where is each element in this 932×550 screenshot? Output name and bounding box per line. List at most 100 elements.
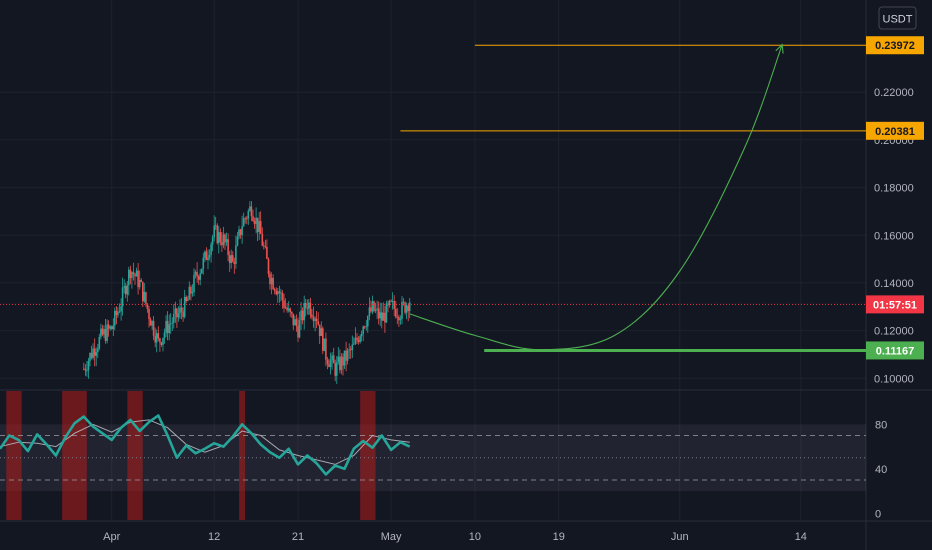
candle-body	[138, 279, 141, 288]
candle-body	[205, 251, 208, 260]
candle-body	[92, 348, 94, 358]
candle-body	[95, 352, 97, 356]
candle-body	[362, 326, 364, 334]
candle-body	[177, 313, 180, 318]
candle-body	[199, 273, 201, 280]
time-tick-label: 12	[208, 531, 220, 543]
candle-body	[320, 328, 323, 336]
candle-body	[165, 320, 167, 333]
candle-body	[308, 302, 310, 309]
candle-body	[270, 277, 273, 285]
candle-body	[385, 303, 388, 323]
projection-curve	[409, 44, 783, 351]
candle-body	[287, 308, 290, 311]
currency-label: USDT	[883, 14, 913, 26]
candle-body	[255, 217, 257, 224]
countdown-tag-bg	[866, 295, 924, 314]
candle-body	[103, 329, 105, 335]
candle-body	[126, 285, 129, 295]
candle-body	[402, 301, 405, 303]
rsi-overbought-highlight	[239, 391, 246, 520]
candle-body	[250, 206, 253, 217]
candle-body	[129, 269, 132, 279]
candle-body	[109, 326, 111, 329]
candle-body	[110, 326, 113, 330]
target-price-tag-bg	[866, 121, 924, 140]
candle-body	[325, 338, 327, 360]
candle-body	[143, 292, 146, 302]
candle-body	[107, 324, 110, 329]
candle-body	[370, 307, 372, 312]
candle-body	[311, 314, 313, 317]
candle-body	[289, 308, 291, 312]
rsi-signal-line	[0, 419, 410, 465]
candle-body	[218, 232, 220, 244]
candle-body	[298, 320, 301, 338]
candle-body	[137, 270, 139, 288]
candle-body	[93, 348, 96, 356]
candle-body	[343, 350, 346, 366]
rsi-overbought-highlight	[360, 391, 376, 520]
candle-body	[252, 216, 254, 221]
candle-body	[121, 287, 124, 307]
candle-body	[145, 292, 147, 304]
candle-body	[381, 312, 383, 321]
candle-body	[179, 307, 181, 314]
price-tick-label: 0.16000	[874, 230, 914, 242]
candle-body	[247, 210, 250, 219]
candle-body	[233, 261, 236, 264]
candle-body	[168, 324, 170, 334]
currency-badge[interactable]: USDT	[878, 6, 917, 30]
candle-body	[216, 225, 219, 244]
candle-body	[401, 301, 403, 319]
candle-body	[322, 328, 324, 351]
candle-body	[353, 343, 355, 345]
candle-body	[224, 234, 226, 243]
candle-body	[131, 272, 133, 278]
candle-body	[349, 349, 352, 351]
candle-body	[235, 245, 237, 264]
candle-body	[334, 363, 336, 376]
candle-body	[162, 337, 164, 345]
candle-body	[390, 300, 392, 302]
rsi-line	[0, 414, 411, 476]
candle-body	[326, 359, 329, 364]
candle-body	[90, 353, 93, 358]
candle-body	[275, 290, 278, 295]
candle-body	[193, 274, 195, 292]
candle-body	[371, 301, 374, 312]
target-price-tag-text: 0.20381	[875, 126, 915, 138]
axis-layer: 0.100000.120000.140000.160000.180000.200…	[103, 36, 924, 543]
candle-body	[188, 286, 191, 300]
candle-body	[356, 337, 358, 340]
candle-body	[340, 356, 343, 371]
candle-body	[238, 229, 240, 237]
candle-body	[211, 237, 214, 245]
candle-body	[368, 307, 371, 317]
candle-body	[244, 218, 246, 220]
candle-body	[210, 244, 212, 255]
candle-body	[114, 310, 116, 326]
candle-body	[101, 328, 104, 335]
candle-body	[180, 307, 183, 312]
candle-body	[128, 269, 130, 286]
candle-body	[214, 225, 217, 227]
candle-body	[374, 309, 377, 311]
candle-body	[328, 364, 330, 367]
candle-body	[219, 232, 222, 242]
candle-body	[151, 321, 153, 326]
price-pane	[0, 43, 866, 385]
candle-body	[404, 302, 406, 313]
rsi-overbought-highlight	[62, 391, 87, 520]
candle-body	[391, 301, 394, 302]
projection-arrowhead	[775, 43, 784, 54]
candle-body	[204, 251, 206, 258]
candle-body	[202, 257, 205, 269]
candle-body	[292, 313, 295, 326]
candle-body	[376, 308, 378, 310]
target-price-tag: 0.20381	[866, 121, 924, 140]
candle-body	[157, 333, 160, 339]
